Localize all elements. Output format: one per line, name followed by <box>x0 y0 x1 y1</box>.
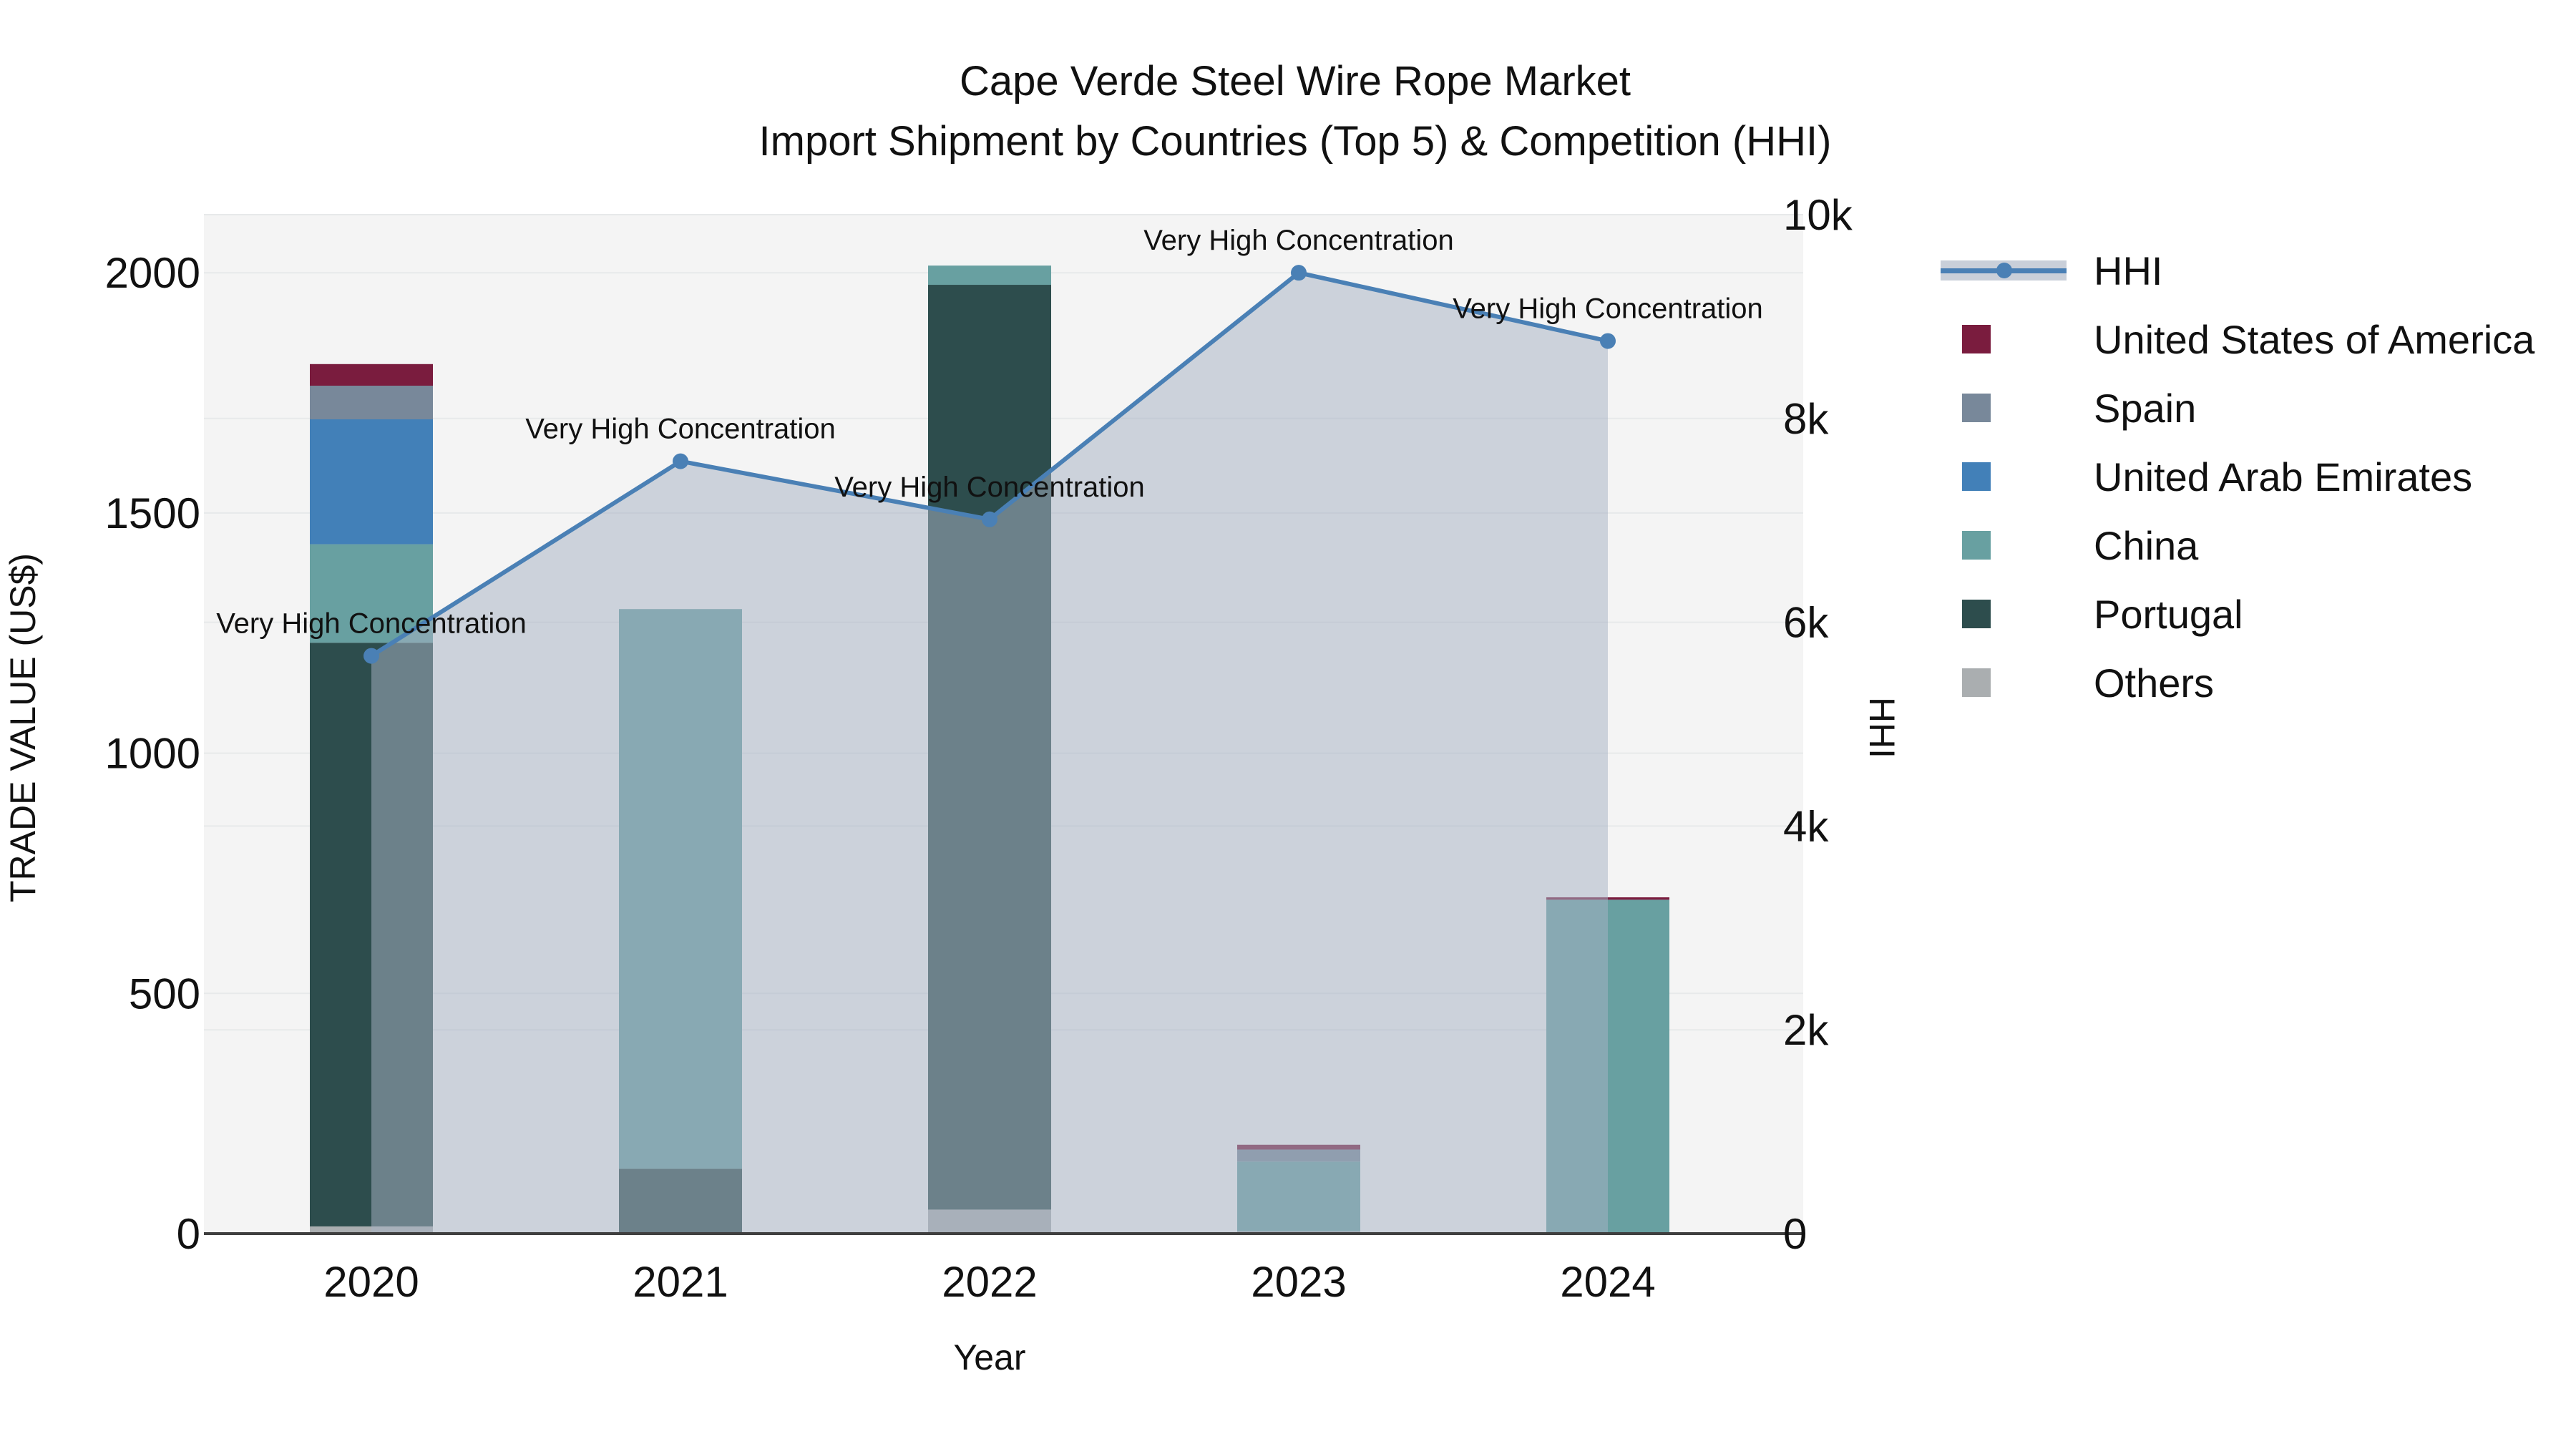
x-tick-2020: 2020 <box>323 1258 419 1306</box>
legend-swatch <box>1962 462 1991 491</box>
legend-key <box>1941 256 2067 285</box>
legend-swatch <box>1962 668 1991 697</box>
y-left-axis-title: TRADE VALUE (US$) <box>3 552 43 903</box>
legend-item-portugal[interactable]: Portugal <box>1941 580 2534 648</box>
hhi-marker-2022[interactable] <box>982 511 997 527</box>
y-right-tick: 6k <box>1783 599 1829 647</box>
annotation-2021: Very High Concentration <box>525 414 836 445</box>
hhi-marker-2021[interactable] <box>673 453 688 469</box>
legend-item-label: China <box>2094 522 2199 568</box>
legend-key <box>1941 531 2067 560</box>
y-left-tick: 2000 <box>105 249 200 297</box>
legend-item-label: Portugal <box>2094 591 2243 637</box>
legend-swatch <box>1962 394 1991 422</box>
hhi-area <box>371 273 1608 1234</box>
legend-item-label: Spain <box>2094 385 2197 431</box>
y-right-tick: 0 <box>1783 1210 1807 1258</box>
x-tick-2022: 2022 <box>942 1258 1037 1306</box>
bar-segment-united-states-of-america-2020[interactable] <box>310 364 433 386</box>
y-left-tick: 500 <box>129 970 200 1018</box>
hhi-marker-2020[interactable] <box>364 648 379 664</box>
annotation-2022: Very High Concentration <box>834 472 1145 503</box>
annotation-2023: Very High Concentration <box>1143 225 1454 256</box>
bar-segment-china-2020[interactable] <box>310 544 433 643</box>
chart-title: Cape Verde Steel Wire Rope Market Import… <box>0 52 2576 172</box>
x-axis-title: Year <box>953 1337 1026 1377</box>
bar-segment-spain-2020[interactable] <box>310 386 433 420</box>
legend-item-china[interactable]: China <box>1941 511 2534 580</box>
y-right-tick: 10k <box>1783 191 1853 239</box>
legend-key <box>1941 600 2067 628</box>
chart-title-line1: Cape Verde Steel Wire Rope Market <box>959 58 1631 104</box>
legend-key <box>1941 668 2067 697</box>
y-right-axis-title: HHI <box>1862 696 1902 759</box>
hhi-marker-2023[interactable] <box>1291 265 1307 281</box>
hhi-legend-key-icon <box>1941 256 2067 285</box>
x-tick-2021: 2021 <box>633 1258 728 1306</box>
legend-item-united-arab-emirates[interactable]: United Arab Emirates <box>1941 442 2534 511</box>
legend-item-hhi[interactable]: HHI <box>1941 236 2534 305</box>
annotation-2024: Very High Concentration <box>1453 293 1763 325</box>
y-right-tick: 4k <box>1783 802 1829 850</box>
chart-title-line2: Import Shipment by Countries (Top 5) & C… <box>758 118 1832 165</box>
legend-item-label: United States of America <box>2094 316 2535 362</box>
legend-item-label: HHI <box>2094 248 2163 293</box>
legend-key <box>1941 325 2067 353</box>
x-tick-2023: 2023 <box>1251 1258 1346 1306</box>
legend-item-spain[interactable]: Spain <box>1941 374 2534 442</box>
y-right-tick: 8k <box>1783 395 1829 443</box>
legend-key <box>1941 462 2067 491</box>
legend-item-label: United Arab Emirates <box>2094 454 2473 499</box>
legend-item-united-states-of-america[interactable]: United States of America <box>1941 305 2534 374</box>
legend-swatch <box>1962 325 1991 353</box>
bar-segment-china-2022[interactable] <box>928 265 1051 286</box>
legend: HHI United States of America Spain Unite… <box>1941 236 2534 717</box>
bar-segment-united-arab-emirates-2020[interactable] <box>310 419 433 545</box>
y-left-tick: 0 <box>177 1210 200 1258</box>
legend-swatch <box>1962 531 1991 560</box>
annotation-2020: Very High Concentration <box>216 608 527 640</box>
legend-swatch <box>1962 600 1991 628</box>
legend-item-others[interactable]: Others <box>1941 648 2534 717</box>
hhi-marker-2024[interactable] <box>1600 333 1616 349</box>
legend-key <box>1941 394 2067 422</box>
y-left-tick: 1500 <box>105 489 200 537</box>
x-tick-2024: 2024 <box>1560 1258 1655 1306</box>
y-right-tick: 2k <box>1783 1006 1829 1054</box>
legend-item-label: Others <box>2094 660 2215 706</box>
y-left-tick: 1000 <box>105 730 200 778</box>
